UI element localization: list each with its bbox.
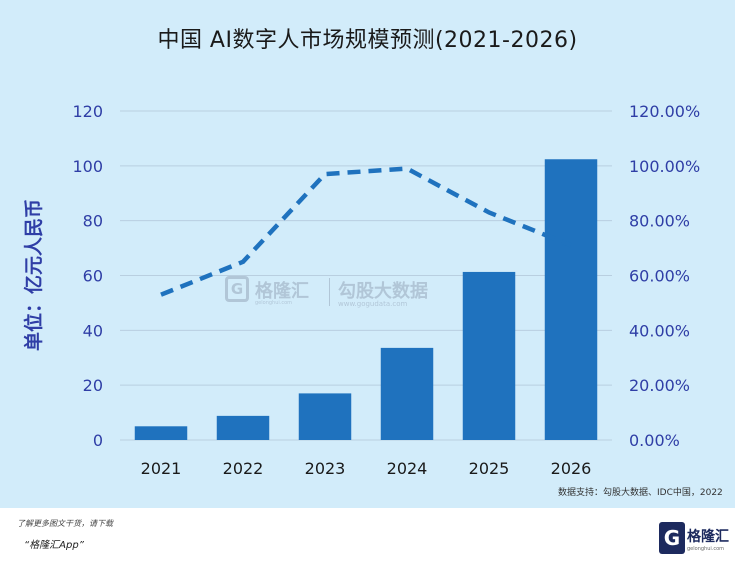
y-tick-labels: 0 20 40 60 80 100 120 bbox=[72, 102, 103, 450]
watermark-brand2: 勾股大数据 bbox=[338, 281, 428, 302]
y2-tick-label: 40.00% bbox=[629, 321, 690, 340]
y-tick-label: 60 bbox=[83, 267, 103, 286]
watermark: G 格隆汇 gelonghui.com 勾股大数据 www.gogudata.c… bbox=[225, 276, 465, 310]
y-axis-label: 单位：亿元人民币 bbox=[23, 199, 45, 352]
y2-tick-label: 0.00% bbox=[629, 431, 680, 450]
y2-tick-label: 20.00% bbox=[629, 376, 690, 395]
watermark-divider bbox=[329, 278, 330, 306]
y-axis-label-wrap: 单位：亿元人民币 bbox=[19, 185, 49, 365]
y2-tick-label: 100.00% bbox=[629, 157, 700, 176]
brand-logo-icon: G bbox=[659, 522, 685, 554]
y-tick-label: 100 bbox=[72, 157, 103, 176]
chart-panel bbox=[0, 0, 735, 508]
watermark-brand1-url: gelonghui.com bbox=[255, 300, 293, 306]
source-note: 数据支持：勾股大数据、IDC中国，2022 bbox=[558, 488, 723, 498]
x-tick-label: 2021 bbox=[141, 459, 182, 478]
x-tick-label: 2026 bbox=[551, 459, 592, 478]
footer-app-name: “格隆汇App” bbox=[24, 540, 84, 551]
footer-note: 了解更多图文干货，请下载 bbox=[17, 519, 113, 528]
x-tick-label: 2024 bbox=[387, 459, 428, 478]
y2-tick-label: 120.00% bbox=[629, 102, 700, 121]
brand-logo-url: gelonghui.com bbox=[687, 546, 725, 552]
watermark-logo-icon: G bbox=[225, 276, 249, 302]
brand-logo-text: 格隆汇 bbox=[687, 529, 729, 545]
y-tick-label: 20 bbox=[83, 376, 103, 395]
watermark-brand1: 格隆汇 bbox=[255, 281, 309, 302]
line-series bbox=[160, 166, 572, 297]
bar-2026 bbox=[544, 159, 598, 440]
bars bbox=[134, 159, 598, 440]
y2-tick-label: 80.00% bbox=[629, 212, 690, 231]
bar-2021 bbox=[134, 426, 188, 440]
bar-2025 bbox=[462, 271, 516, 440]
x-tick-labels: 2021 2022 2023 2024 2025 2026 bbox=[141, 459, 592, 478]
watermark-brand2-url: www.gogudata.com bbox=[338, 300, 408, 308]
bar-2023 bbox=[298, 393, 352, 440]
chart-svg: 0 20 40 60 80 100 120 0.00% 20.00% 40.00% 60.00% 8… bbox=[72, 102, 700, 478]
chart-title: 中国 AI数字人市场规模预测(2021-2026) bbox=[157, 28, 578, 53]
gridlines bbox=[120, 110, 612, 441]
y2-tick-labels: 0.00% 20.00% 40.00% 60.00% 80.00% 100.00% 120.… bbox=[629, 102, 700, 450]
y-tick-label: 80 bbox=[83, 212, 103, 231]
brand-logo: G 格隆汇 gelonghui.com bbox=[659, 520, 731, 560]
y-tick-label: 0 bbox=[93, 431, 103, 450]
x-tick-label: 2022 bbox=[223, 459, 264, 478]
line-path bbox=[160, 166, 572, 297]
bar-2022 bbox=[216, 415, 270, 440]
x-tick-label: 2025 bbox=[469, 459, 510, 478]
y-tick-label: 120 bbox=[72, 102, 103, 121]
x-tick-label: 2023 bbox=[305, 459, 346, 478]
y-tick-label: 40 bbox=[83, 321, 103, 340]
y2-tick-label: 60.00% bbox=[629, 267, 690, 286]
bar-2024 bbox=[380, 347, 434, 440]
